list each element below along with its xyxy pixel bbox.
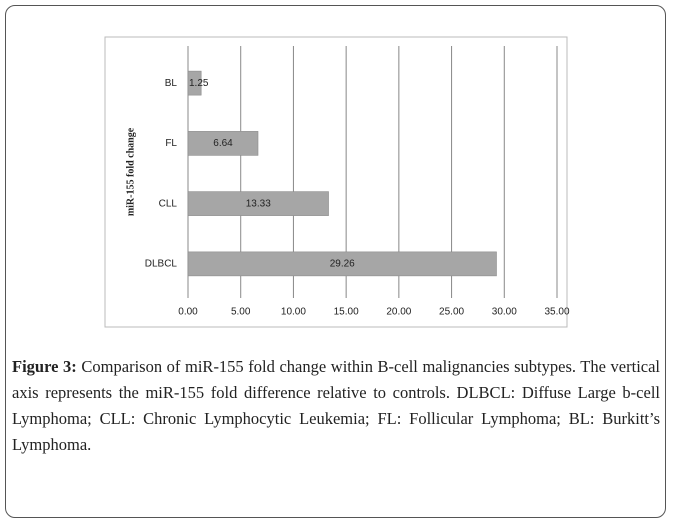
x-tick-label: 35.00: [544, 307, 569, 318]
bar: [187, 251, 497, 277]
data-label: 1.25: [189, 78, 209, 89]
data-label: 29.26: [330, 259, 355, 270]
chart: miR-155 fold change 0.00 5.00 10.00 15.00 20…: [104, 36, 570, 328]
x-tick-label: 20.00: [386, 307, 411, 318]
data-label: 13.33: [246, 198, 271, 209]
x-tick-label: 30.00: [492, 307, 517, 318]
figure-frame: [5, 5, 666, 518]
y-tick-label: BL: [165, 78, 178, 89]
y-axis-label: miR-155 fold change: [125, 127, 136, 216]
y-tick-label: FL: [165, 138, 177, 149]
y-tick-label: DLBCL: [145, 259, 178, 270]
caption-label: Figure 3:: [12, 357, 77, 376]
data-label: 6.64: [213, 138, 233, 149]
x-tick-label: 0.00: [178, 307, 198, 318]
bar: [187, 70, 202, 96]
bar: [187, 131, 259, 156]
bar: [187, 191, 329, 216]
y-tick-label: CLL: [159, 198, 178, 209]
x-tick-label: 15.00: [334, 307, 359, 318]
x-tick-label: 25.00: [439, 307, 464, 318]
x-tick-label: 5.00: [231, 307, 251, 318]
chart-frame: [104, 36, 568, 328]
caption-text: Comparison of miR-155 fold change within…: [12, 357, 661, 454]
x-tick-label: 10.00: [281, 307, 306, 318]
caption: Figure 3: Comparison of miR-155 fold cha…: [12, 354, 660, 458]
